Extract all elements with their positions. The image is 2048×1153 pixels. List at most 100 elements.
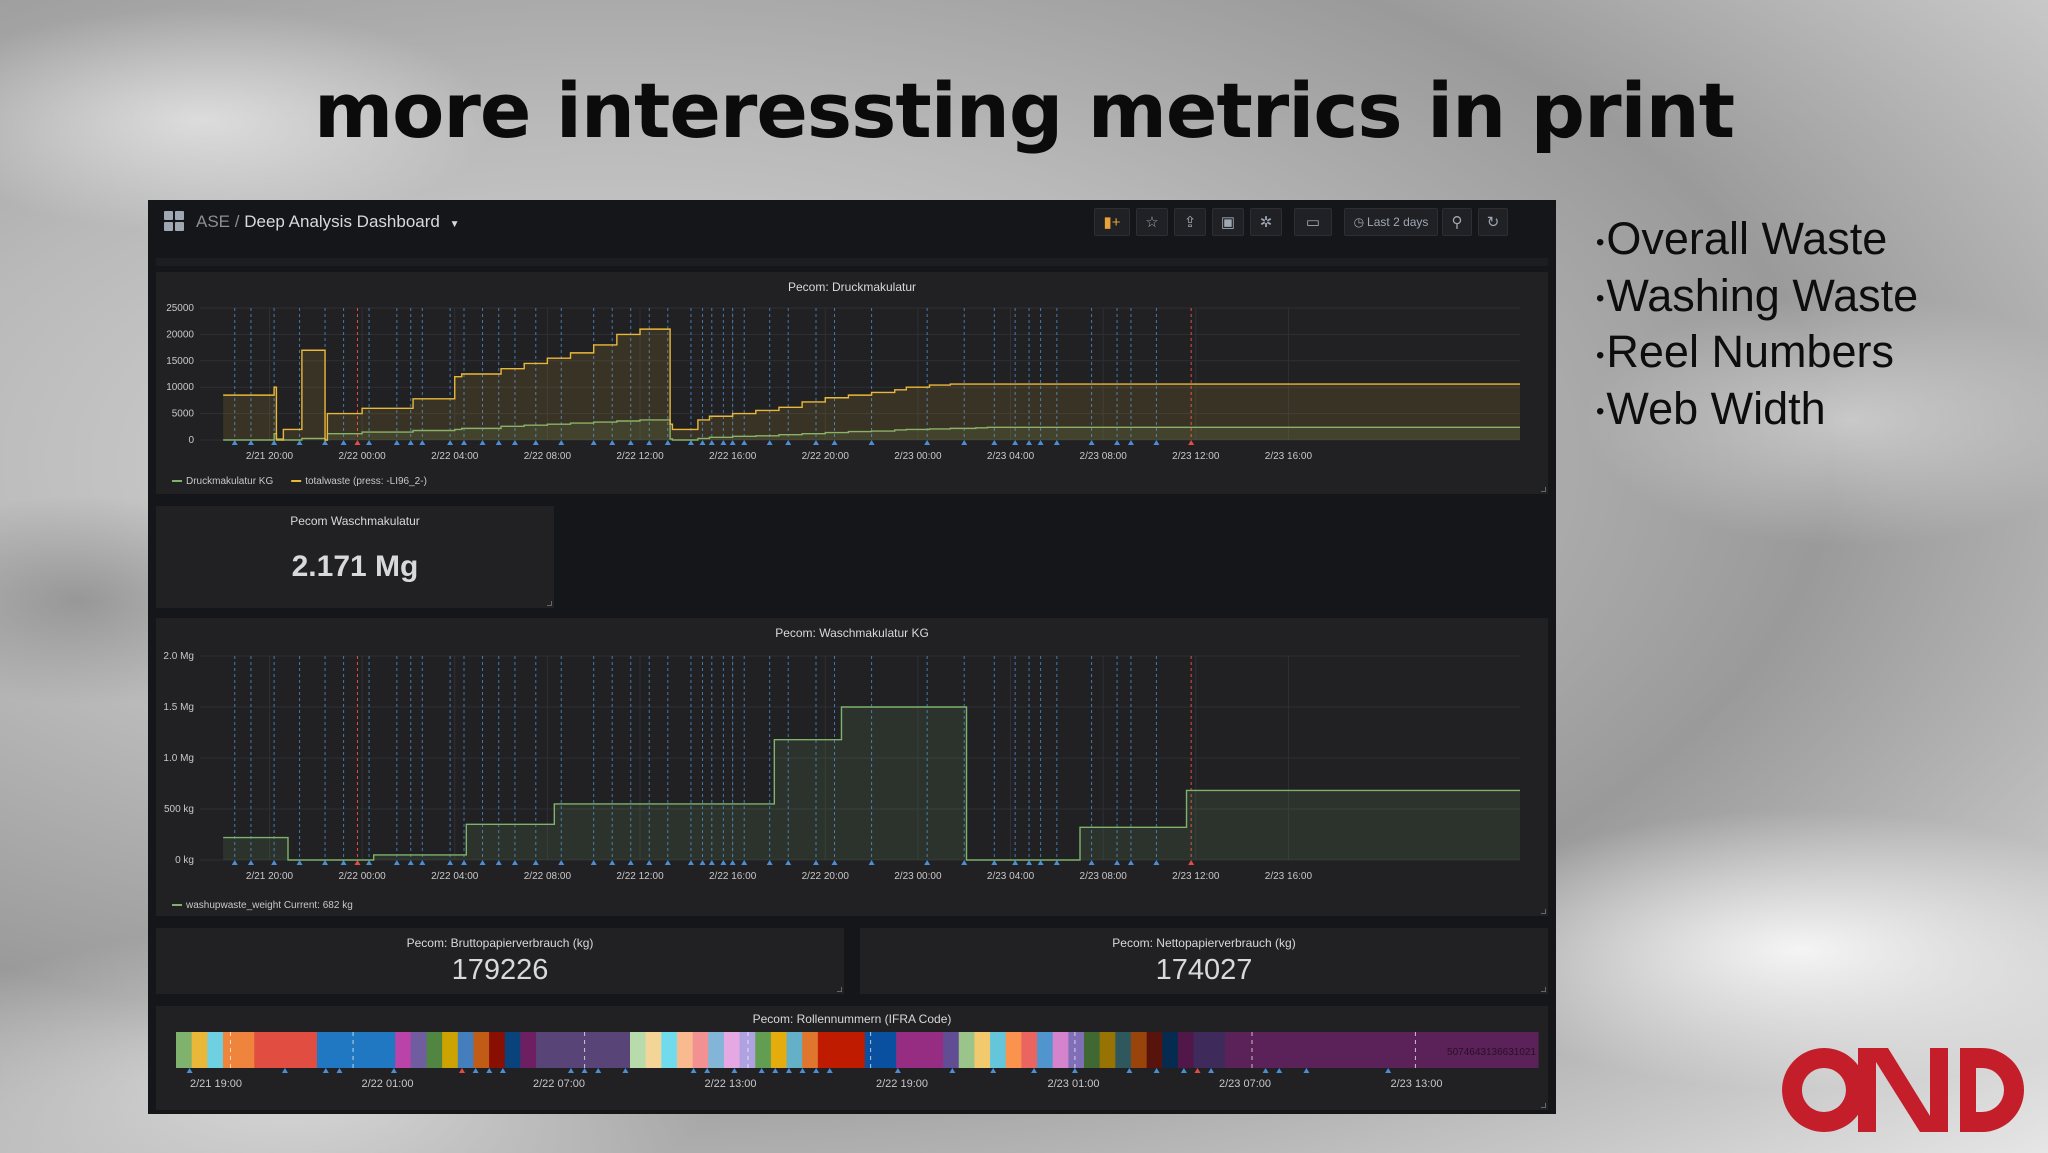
dashboard-grid-icon[interactable]: [164, 211, 184, 231]
annotation-marker: [609, 440, 616, 445]
annotation-marker: [340, 440, 347, 445]
annotation-marker-red: [1194, 1068, 1201, 1073]
annotation-marker: [447, 440, 454, 445]
x-tick-label: 2/22 07:00: [533, 1078, 585, 1090]
annotation-marker: [1126, 1068, 1133, 1073]
panel-waschmakulatur-graph[interactable]: Pecom: Waschmakulatur KG 0 kg 500 kg 1.0 M…: [156, 618, 1548, 916]
breadcrumb-folder[interactable]: ASE: [196, 212, 231, 231]
reel-segment: [1130, 1032, 1148, 1068]
annotation-marker: [813, 860, 819, 865]
annotation-marker: [741, 860, 748, 865]
add-panel-button[interactable]: ▮+: [1094, 208, 1130, 236]
annotation-marker: [296, 860, 303, 865]
panel-title[interactable]: Pecom: Rollennummern (IFRA Code): [752, 1012, 952, 1026]
annotation-marker: [1303, 1068, 1310, 1073]
panel-brutto[interactable]: Pecom: Bruttopapierverbrauch (kg) 179226: [156, 928, 844, 994]
annotation-marker: [813, 1068, 820, 1073]
x-tick-label: 2/22 20:00: [802, 451, 850, 462]
reel-segment: [1224, 1032, 1539, 1068]
annotation-marker: [1180, 1068, 1187, 1073]
annotation-marker: [831, 440, 838, 445]
druckmakulatur-chart[interactable]: 0 5000 10000 15000 20000 25000 2/21 20:00 2/22 …: [156, 272, 1548, 494]
x-tick-label: 2/23 12:00: [1172, 451, 1220, 462]
panel-title[interactable]: Pecom: Waschmakulatur KG: [775, 626, 929, 640]
series-line: [223, 419, 1520, 441]
panel-resize-handle[interactable]: [1541, 909, 1546, 914]
annotation-marker: [924, 860, 931, 865]
panel-resize-handle[interactable]: [1541, 987, 1546, 992]
reel-segment: [974, 1032, 991, 1068]
annotation-marker: [1127, 860, 1134, 865]
annotation-marker: [646, 440, 653, 445]
annotation-marker: [461, 440, 467, 445]
panel-netto[interactable]: Pecom: Nettopapierverbrauch (kg) 174027: [860, 928, 1548, 994]
annotation-marker: [1088, 860, 1095, 865]
annotation-marker: [664, 440, 671, 445]
panel-resize-handle[interactable]: [837, 987, 842, 992]
legend-label: Druckmakulatur KG: [186, 476, 273, 487]
settings-button[interactable]: ✲: [1250, 208, 1282, 236]
breadcrumb[interactable]: ASE / Deep Analysis Dashboard ▼: [196, 212, 460, 232]
annotation-marker: [1127, 440, 1134, 445]
zoom-out-button[interactable]: ⚲: [1442, 208, 1472, 236]
reel-segment: [708, 1032, 725, 1068]
x-tick-label: 2/22 04:00: [431, 451, 479, 462]
annotation-marker: [831, 860, 838, 865]
reel-segment: [802, 1032, 819, 1068]
annotation-marker: [499, 1068, 506, 1073]
annotation-marker: [1262, 1068, 1269, 1073]
chevron-down-icon[interactable]: ▼: [449, 219, 460, 230]
tv-mode-button[interactable]: ▭: [1294, 208, 1332, 236]
reel-segment: [536, 1032, 631, 1068]
time-range-label: Last 2 days: [1367, 215, 1429, 229]
dashboard-title[interactable]: Deep Analysis Dashboard: [244, 212, 440, 231]
annotation-marker: [590, 860, 597, 865]
time-picker-button[interactable]: ◷ Last 2 days: [1344, 208, 1438, 236]
refresh-button[interactable]: ↻: [1478, 208, 1508, 236]
annotation-marker: [720, 860, 727, 865]
y-tick-label: 2.0 Mg: [163, 651, 194, 662]
panel-resize-handle[interactable]: [1541, 487, 1546, 492]
dashboard-topbar: ASE / Deep Analysis Dashboard ▼ ▮+ ☆ ⇪ ▣…: [148, 200, 1556, 244]
waschmakulatur-chart[interactable]: 0 kg 500 kg 1.0 Mg 1.5 Mg 2.0 Mg 2/21 20:00 2/…: [156, 618, 1548, 916]
reel-segment: [958, 1032, 975, 1068]
annotation-marker: [1153, 1068, 1160, 1073]
annotation-marker: [407, 440, 414, 445]
annotation-marker: [271, 860, 278, 865]
company-logo: [1782, 1048, 2024, 1132]
annotation-marker-red: [354, 860, 361, 865]
panel-resize-handle[interactable]: [1541, 1103, 1546, 1108]
panel-title[interactable]: Pecom Waschmakulatur: [290, 514, 420, 528]
annotation-marker: [1276, 1068, 1283, 1073]
star-button[interactable]: ☆: [1136, 208, 1168, 236]
panel-waschmakulatur-stat[interactable]: Pecom Waschmakulatur 2.171 Mg: [156, 506, 554, 608]
annotation-marker: [472, 1068, 479, 1073]
share-button[interactable]: ⇪: [1174, 208, 1206, 236]
series-area: [223, 329, 1520, 440]
annotation-marker: [731, 1068, 738, 1073]
annotation-marker: [785, 1068, 792, 1073]
bullet-item: Reel Numbers: [1596, 325, 1918, 382]
rollennummern-timeline[interactable]: 5074643136631021 2/21 19:00 2/22 01:00 2/22…: [156, 1006, 1548, 1110]
panel-title[interactable]: Pecom: Druckmakulatur: [787, 280, 917, 294]
save-button[interactable]: ▣: [1212, 208, 1244, 236]
annotation-marker: [1026, 860, 1033, 865]
panel-row-separator: [156, 258, 1548, 266]
y-tick-label: 15000: [166, 356, 194, 367]
panel-title[interactable]: Pecom: Nettopapierverbrauch (kg): [1112, 936, 1296, 950]
annotation-marker: [687, 860, 694, 865]
reel-segment: [207, 1032, 224, 1068]
panel-druckmakulatur[interactable]: Pecom: Druckmakulatur 0 5000 10000 15000 200…: [156, 272, 1548, 494]
annotation-marker: [627, 860, 634, 865]
annotation-marker: [991, 440, 998, 445]
x-tick-label: 2/23 01:00: [1048, 1078, 1100, 1090]
annotation-marker: [687, 440, 694, 445]
gear-icon: ✲: [1259, 214, 1273, 231]
panel-title[interactable]: Pecom: Bruttopapierverbrauch (kg): [406, 936, 594, 950]
annotation-marker: [336, 1068, 343, 1073]
annotation-marker: [741, 440, 748, 445]
panel-resize-handle[interactable]: [547, 601, 552, 606]
panel-rollennummern[interactable]: Pecom: Rollennummern (IFRA Code) 5074643…: [156, 1006, 1548, 1110]
annotation-marker: [271, 440, 278, 445]
x-tick-label: 2/23 08:00: [1080, 871, 1128, 882]
